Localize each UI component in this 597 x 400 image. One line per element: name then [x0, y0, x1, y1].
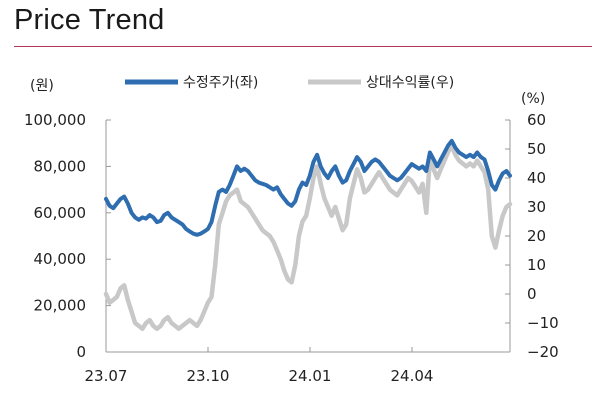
left-tick-label: 0: [76, 343, 86, 361]
left-tick-label: 40,000: [34, 250, 87, 268]
right-tick-label: −20: [527, 343, 559, 361]
right-tick-label: 50: [527, 140, 546, 158]
left-tick-label: 80,000: [34, 157, 87, 175]
legend: 수정주가(좌) 상대수익률(우): [125, 75, 454, 91]
x-tick-label: 24.04: [391, 367, 434, 385]
right-tick-label: 40: [527, 169, 546, 187]
tick-labels: 0 20,000 40,000 60,000 80,000 100,000 60 50 40 30…: [24, 111, 559, 385]
price-series-line: [104, 138, 512, 237]
series-lines: [103, 138, 513, 332]
right-axis-unit: (%): [521, 91, 545, 107]
page-title: Price Trend: [14, 4, 165, 36]
x-tick-label: 23.10: [187, 367, 230, 385]
right-tick-label: 10: [527, 256, 546, 274]
left-axis-unit: (원): [30, 78, 54, 94]
title-divider: [14, 46, 592, 48]
left-tick-label: 20,000: [34, 297, 87, 315]
relative-return-series-line: [103, 143, 513, 332]
x-tick-label: 23.07: [85, 367, 128, 385]
right-tick-label: 20: [527, 227, 546, 245]
left-tick-label: 60,000: [34, 204, 87, 222]
right-tick-label: 30: [527, 198, 546, 216]
legend-relative-label: 상대수익률(우): [366, 75, 454, 91]
legend-price-label: 수정주가(좌): [183, 75, 258, 91]
right-tick-label: −10: [527, 314, 559, 332]
right-tick-label: 60: [527, 111, 546, 129]
right-tick-label: 0: [527, 285, 537, 303]
left-tick-label: 100,000: [24, 111, 86, 129]
x-tick-label: 24.01: [289, 367, 332, 385]
